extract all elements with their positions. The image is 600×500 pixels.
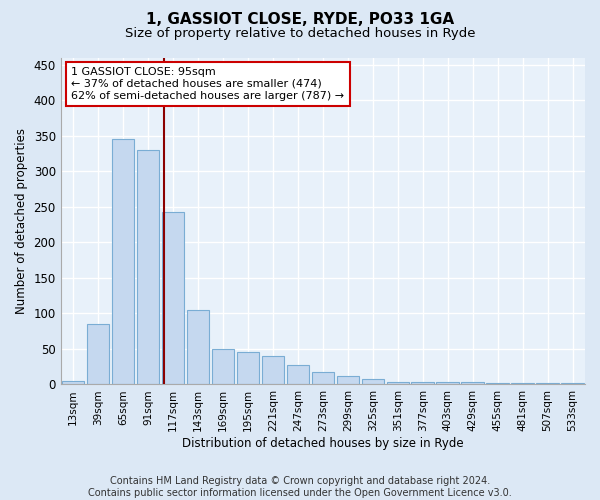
Bar: [262, 356, 284, 384]
Bar: [561, 383, 584, 384]
Bar: [362, 380, 384, 384]
Bar: [62, 381, 85, 384]
Bar: [536, 383, 559, 384]
Bar: [112, 139, 134, 384]
Bar: [337, 376, 359, 384]
Text: Contains HM Land Registry data © Crown copyright and database right 2024.
Contai: Contains HM Land Registry data © Crown c…: [88, 476, 512, 498]
Bar: [386, 382, 409, 384]
Bar: [137, 150, 159, 384]
Y-axis label: Number of detached properties: Number of detached properties: [15, 128, 28, 314]
Bar: [236, 352, 259, 384]
Bar: [436, 382, 459, 384]
Bar: [511, 383, 534, 384]
Bar: [461, 382, 484, 384]
Text: 1 GASSIOT CLOSE: 95sqm
← 37% of detached houses are smaller (474)
62% of semi-de: 1 GASSIOT CLOSE: 95sqm ← 37% of detached…: [71, 68, 344, 100]
Bar: [187, 310, 209, 384]
Bar: [487, 383, 509, 384]
Text: Size of property relative to detached houses in Ryde: Size of property relative to detached ho…: [125, 28, 475, 40]
Bar: [87, 324, 109, 384]
Bar: [412, 382, 434, 384]
Bar: [287, 364, 309, 384]
Bar: [311, 372, 334, 384]
X-axis label: Distribution of detached houses by size in Ryde: Distribution of detached houses by size …: [182, 437, 464, 450]
Bar: [212, 349, 234, 384]
Bar: [162, 212, 184, 384]
Text: 1, GASSIOT CLOSE, RYDE, PO33 1GA: 1, GASSIOT CLOSE, RYDE, PO33 1GA: [146, 12, 454, 28]
